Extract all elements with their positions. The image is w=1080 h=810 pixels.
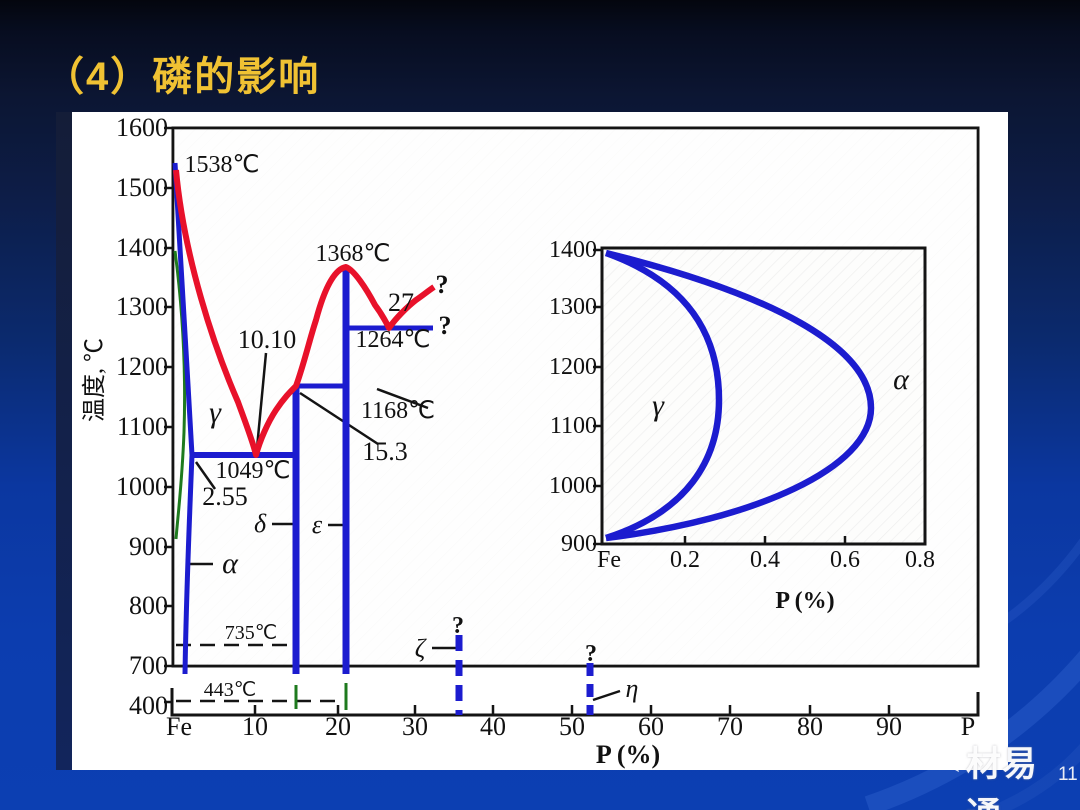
ytick-400: 400 <box>129 691 168 720</box>
swoosh-arc-3 <box>981 743 1080 810</box>
inset-phase-label-gamma: γ <box>652 389 664 422</box>
label-1538C: 1538℃ <box>184 152 260 178</box>
ytick-1000: 1000 <box>116 472 168 501</box>
inset-inner-boundary <box>604 249 723 542</box>
inset-ytick-1400: 1400 <box>549 237 597 263</box>
leader-10-10 <box>255 352 268 449</box>
ytick-1300: 1300 <box>116 292 168 321</box>
xtick-60: 60 <box>638 712 664 741</box>
leader-2-55 <box>194 461 217 490</box>
xtick-90: 90 <box>876 712 902 741</box>
ytick-1200: 1200 <box>116 352 168 381</box>
phase-label-gamma: γ <box>209 396 221 429</box>
inset-x-ticks <box>683 536 847 544</box>
inset-ytick-1300: 1300 <box>549 294 597 320</box>
xtick-80: 80 <box>797 712 823 741</box>
figure-panel: 1600 1500 1400 1300 1200 1100 1000 900 8… <box>72 112 1008 770</box>
label-27: 27 <box>388 288 414 317</box>
label-1264C: 1264℃ <box>355 327 431 353</box>
label-735C: 735℃ <box>224 622 278 644</box>
ytick-1600: 1600 <box>116 113 168 142</box>
blue-phase-lines <box>172 162 594 715</box>
watermark: 材易通 <box>908 722 1068 810</box>
page-number: 11 <box>1058 764 1078 785</box>
watermark-text: 材易通 <box>966 745 1039 810</box>
label-443C: 443℃ <box>203 679 257 701</box>
label-15-3: 15.3 <box>362 437 408 466</box>
inset-phase-label-alpha: α <box>893 363 909 396</box>
xtick-40: 40 <box>480 712 506 741</box>
ytick-700: 700 <box>129 651 168 680</box>
inset-axes <box>593 246 927 546</box>
inset-gamma-loop-curves <box>604 249 875 542</box>
label-10-10: 10.10 <box>237 325 297 354</box>
lower-axis-segment <box>170 688 980 717</box>
phase-label-delta: δ <box>253 509 267 538</box>
xtick-P: P <box>960 712 976 741</box>
xtick-Fe: Fe <box>166 712 192 741</box>
lower-x-ticks <box>253 705 891 715</box>
leader-eta <box>592 689 621 702</box>
wechat-logo-icon <box>909 731 963 773</box>
xtick-70: 70 <box>717 712 743 741</box>
main-y-axis-label: 温度, ℃ <box>82 338 108 422</box>
inset-ytick-1000: 1000 <box>549 473 597 499</box>
wechat-bubble-eyes <box>920 741 954 758</box>
phase-label-eta: η <box>625 674 639 703</box>
wechat-small-bubble <box>932 744 963 773</box>
question-mark-zeta: ? <box>452 613 464 639</box>
slide-title: （4）磷的影响 <box>44 55 321 99</box>
ytick-900: 900 <box>129 532 168 561</box>
inset-xtick-08: 0.8 <box>905 547 935 573</box>
xtick-10: 10 <box>242 712 268 741</box>
alpha-solvus <box>182 454 195 675</box>
inset-xtick-04: 0.4 <box>750 547 780 573</box>
xtick-20: 20 <box>325 712 351 741</box>
ytick-800: 800 <box>129 591 168 620</box>
label-1049C: 1049℃ <box>215 458 291 484</box>
wechat-big-bubble <box>909 731 949 766</box>
ytick-1100: 1100 <box>116 412 168 441</box>
phase-diagram-drawing <box>164 126 980 717</box>
inset-ytick-1200: 1200 <box>549 354 597 380</box>
xtick-30: 30 <box>402 712 428 741</box>
inset-ytick-1100: 1100 <box>549 413 597 439</box>
label-1368C: 1368℃ <box>315 241 391 267</box>
question-mark-liquidus: ? <box>435 270 449 299</box>
question-mark-eta: ? <box>585 641 597 667</box>
main-y-ticks <box>164 126 173 668</box>
liquidus-curve <box>173 169 436 458</box>
phase-label-alpha: α <box>222 547 238 580</box>
question-mark-1264: ? <box>438 311 452 340</box>
figure-left-edge <box>56 112 76 770</box>
inset-xtick-Fe: Fe <box>597 547 621 573</box>
inset-xtick-02: 0.2 <box>670 547 700 573</box>
label-2-55: 2.55 <box>202 482 248 511</box>
phase-label-epsilon: ε <box>311 510 323 539</box>
inset-outer-boundary <box>605 249 875 542</box>
inset-ytick-900: 900 <box>561 531 597 557</box>
inset-x-axis-label: P (%) <box>775 588 835 614</box>
ytick-1400: 1400 <box>116 233 168 262</box>
phase-label-zeta: ζ <box>414 634 426 663</box>
ytick-1500: 1500 <box>116 173 168 202</box>
inset-y-ticks <box>593 248 602 546</box>
label-1168C: 1168℃ <box>360 398 436 424</box>
leader-lines <box>188 352 621 702</box>
gamma-loop-green-curve <box>173 250 348 710</box>
leader-15-3 <box>299 391 379 446</box>
main-x-axis-label: P (%) <box>595 740 661 769</box>
xtick-50: 50 <box>559 712 585 741</box>
green-boundary-curve <box>173 250 187 540</box>
leader-1168 <box>376 387 429 410</box>
inset-xtick-06: 0.6 <box>830 547 860 573</box>
